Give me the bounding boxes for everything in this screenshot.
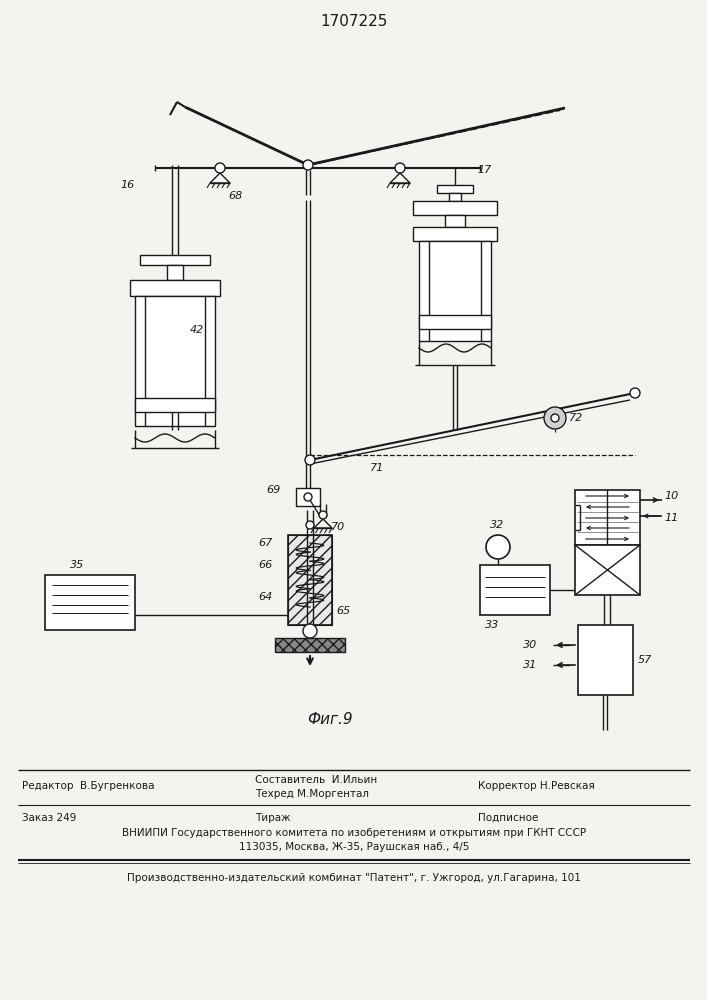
Text: 10: 10 [664, 491, 678, 501]
Bar [480, 565, 550, 615]
Bar [413, 227, 497, 241]
Bar [288, 535, 332, 625]
Text: 33: 33 [485, 620, 499, 630]
Text: Корректор Н.Ревская: Корректор Н.Ревская [478, 781, 595, 791]
Circle shape [486, 535, 510, 559]
Circle shape [306, 521, 314, 529]
Text: 67: 67 [258, 538, 272, 548]
Circle shape [395, 163, 405, 173]
Bar [575, 545, 640, 595]
Bar [419, 315, 491, 329]
Circle shape [304, 493, 312, 501]
Bar [45, 575, 135, 630]
Bar [578, 625, 633, 695]
Text: Редактор  В.Бугренкова: Редактор В.Бугренкова [22, 781, 155, 791]
Text: Фиг.9: Фиг.9 [307, 712, 353, 728]
Circle shape [630, 388, 640, 398]
Text: 71: 71 [370, 463, 384, 473]
Text: Подписное: Подписное [478, 813, 538, 823]
Circle shape [544, 407, 566, 429]
Circle shape [215, 163, 225, 173]
Text: 69: 69 [266, 485, 280, 495]
Text: 72: 72 [569, 413, 583, 423]
Text: 1707225: 1707225 [320, 14, 387, 29]
Text: 35: 35 [70, 560, 84, 570]
Text: 42: 42 [190, 325, 204, 335]
Text: 16: 16 [120, 180, 134, 190]
Text: 31: 31 [523, 660, 537, 670]
Bar [449, 193, 461, 201]
Bar [275, 638, 345, 652]
Circle shape [551, 414, 559, 422]
Bar [135, 296, 215, 426]
Text: 65: 65 [336, 606, 350, 616]
Bar [437, 185, 473, 193]
Circle shape [303, 624, 317, 638]
Text: 113035, Москва, Ж-35, Раушская наб., 4/5: 113035, Москва, Ж-35, Раушская наб., 4/5 [239, 842, 469, 852]
Bar [167, 265, 183, 280]
Bar [140, 255, 210, 265]
Circle shape [305, 455, 315, 465]
Bar [135, 398, 215, 412]
Text: 57: 57 [638, 655, 653, 665]
Text: 64: 64 [258, 592, 272, 602]
Bar [445, 215, 465, 227]
Bar [419, 241, 491, 341]
Text: 70: 70 [331, 522, 345, 532]
Text: Тираж: Тираж [255, 813, 291, 823]
Text: 30: 30 [523, 640, 537, 650]
Bar [575, 490, 640, 545]
Text: Составитель  И.Ильин: Составитель И.Ильин [255, 775, 378, 785]
Text: ВНИИПИ Государственного комитета по изобретениям и открытиям при ГКНТ СССР: ВНИИПИ Государственного комитета по изоб… [122, 828, 586, 838]
Bar [130, 280, 220, 296]
Bar [296, 488, 320, 506]
Text: 11: 11 [664, 513, 678, 523]
Text: Производственно-издательский комбинат "Патент", г. Ужгород, ул.Гагарина, 101: Производственно-издательский комбинат "П… [127, 873, 581, 883]
Bar [288, 535, 332, 625]
Text: 17: 17 [477, 165, 491, 175]
Text: 66: 66 [258, 560, 272, 570]
Text: Техред М.Моргентал: Техред М.Моргентал [255, 789, 369, 799]
Circle shape [319, 511, 327, 519]
Text: 68: 68 [228, 191, 243, 201]
Text: 32: 32 [490, 520, 504, 530]
Text: Заказ 249: Заказ 249 [22, 813, 76, 823]
Circle shape [303, 160, 313, 170]
Bar [413, 201, 497, 215]
